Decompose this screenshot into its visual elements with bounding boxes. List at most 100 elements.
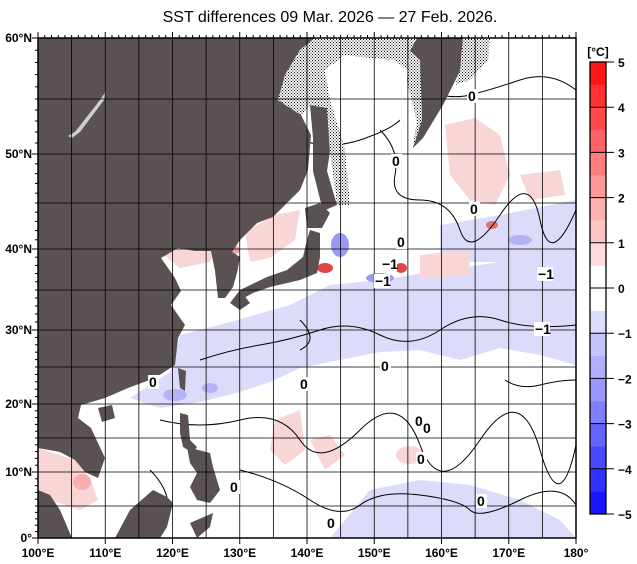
colorbar-bin xyxy=(590,129,606,153)
contour-label: −1 xyxy=(535,321,551,337)
positive-anomaly-core xyxy=(317,263,333,273)
colorbar-tick-label: −5 xyxy=(618,508,632,522)
land-malay-peninsula xyxy=(38,490,72,538)
contour-label-bg xyxy=(414,414,425,428)
contour-label-bg xyxy=(469,202,480,216)
lon-label: 180° xyxy=(564,546,589,560)
negative-anomaly-spot xyxy=(508,235,532,245)
colorbar-bin xyxy=(590,152,606,176)
lat-label: 0° xyxy=(21,531,33,545)
negative-anomaly-spot xyxy=(331,233,349,257)
land-sakhalin xyxy=(310,105,337,211)
contour-label: 0 xyxy=(477,493,485,509)
land-hokkaido xyxy=(305,203,330,228)
contour-label-bg xyxy=(229,480,240,494)
colorbar-tick-label: −3 xyxy=(618,418,632,432)
colorbar-bin xyxy=(590,107,606,131)
land-honshu xyxy=(240,230,320,300)
contour-label: −1 xyxy=(375,273,391,289)
axis-labels: 60°N 50°N 40°N 30°N 20°N 10°N 0°100°E 110°E 120°… xyxy=(5,31,588,560)
land-hainan xyxy=(98,405,115,422)
contour-label-bg xyxy=(534,322,550,336)
lat-label: 20°N xyxy=(5,397,32,411)
contour-label: 0 xyxy=(149,374,157,390)
lon-label: 110°E xyxy=(89,546,121,560)
colorbar-bin xyxy=(590,197,606,221)
colorbar-bin xyxy=(590,175,606,198)
colorbar-tick-label: −1 xyxy=(618,327,632,341)
positive-anomaly-core xyxy=(395,263,407,273)
contour-label: 0 xyxy=(327,515,335,531)
colorbar-tick-label: −2 xyxy=(618,372,632,386)
land-asia-mainland xyxy=(38,38,315,478)
colorbar-tick-label: 5 xyxy=(618,56,625,70)
negative-anomaly-spot xyxy=(202,383,218,393)
colorbar-bin xyxy=(590,355,606,379)
positive-anomaly-core xyxy=(73,474,91,490)
contour-label: 0 xyxy=(381,358,389,374)
colorbar-bin xyxy=(590,242,606,266)
lat-label: 10°N xyxy=(5,465,32,479)
lat-label: 30°N xyxy=(5,323,32,337)
contour-label: 0 xyxy=(392,153,400,169)
colorbar-bin xyxy=(590,310,606,334)
contour-label: 0 xyxy=(397,234,405,250)
land-luzon xyxy=(180,413,197,453)
land-borneo xyxy=(115,490,173,538)
colorbar-bin xyxy=(590,423,606,447)
colorbar-tick-label: −4 xyxy=(618,463,632,477)
graticule xyxy=(38,38,576,538)
contour-label-bg xyxy=(422,421,433,435)
colorbar-bin xyxy=(590,84,606,108)
contour-label: 0 xyxy=(415,413,423,429)
contour-label-bg xyxy=(476,494,487,508)
lon-label: 100°E xyxy=(22,546,55,560)
lon-label: 140°E xyxy=(291,546,324,560)
sea-ice-stipple xyxy=(278,38,490,205)
land-sulawesi xyxy=(190,513,213,538)
lon-label: 160°E xyxy=(425,546,458,560)
lat-label: 40°N xyxy=(5,242,32,256)
land-masses xyxy=(38,38,463,538)
contour-label: 0 xyxy=(230,479,238,495)
positive-anomaly-wpac xyxy=(310,435,345,470)
colorbar-tick-label: 0 xyxy=(618,282,625,296)
colorbar-tick-label: 1 xyxy=(618,237,625,251)
colorbar: 5 4 3 2 1 0 −1 −2 −3 −4 −5 [°C] xyxy=(587,45,632,522)
contour-label-bg xyxy=(380,359,391,373)
axis-ticks xyxy=(32,32,577,544)
contour-label-bg xyxy=(326,516,337,530)
contour-label-bg xyxy=(381,257,397,271)
contour-label: −1 xyxy=(382,256,398,272)
lon-label: 120°E xyxy=(156,546,189,560)
contour-label-bg xyxy=(467,89,478,103)
positive-anomaly-gulf-thailand xyxy=(38,448,98,510)
colorbar-bin xyxy=(590,288,606,311)
contour-label-bg xyxy=(299,377,310,391)
colorbar-bin xyxy=(590,62,606,85)
contour-label: 0 xyxy=(468,88,476,104)
map-title: SST differences 09 Mar. 2026 — 27 Feb. 2… xyxy=(162,9,498,26)
contour-label-bg xyxy=(374,274,390,288)
positive-anomaly-kuroshio xyxy=(420,250,470,278)
negative-anomaly-band xyxy=(130,248,576,408)
positive-anomaly-core xyxy=(486,221,498,229)
contour-label: 0 xyxy=(417,451,425,467)
lon-label: 130°E xyxy=(223,546,256,560)
negative-anomaly-spot xyxy=(163,389,187,401)
colorbar-tick-label: 3 xyxy=(618,146,625,160)
contour-label-bg xyxy=(148,375,159,389)
lat-label: 60°N xyxy=(5,31,32,45)
lon-label: 170°E xyxy=(492,546,525,560)
contour-label: 0 xyxy=(423,420,431,436)
colorbar-tick-label: 4 xyxy=(618,101,625,115)
contour-label-bg xyxy=(537,267,553,281)
colorbar-bin xyxy=(590,378,606,402)
colorbar-bin xyxy=(590,220,606,244)
contour-label-bg xyxy=(391,154,402,168)
colorbar-unit: [°C] xyxy=(587,45,608,59)
land-taiwan xyxy=(178,368,186,391)
